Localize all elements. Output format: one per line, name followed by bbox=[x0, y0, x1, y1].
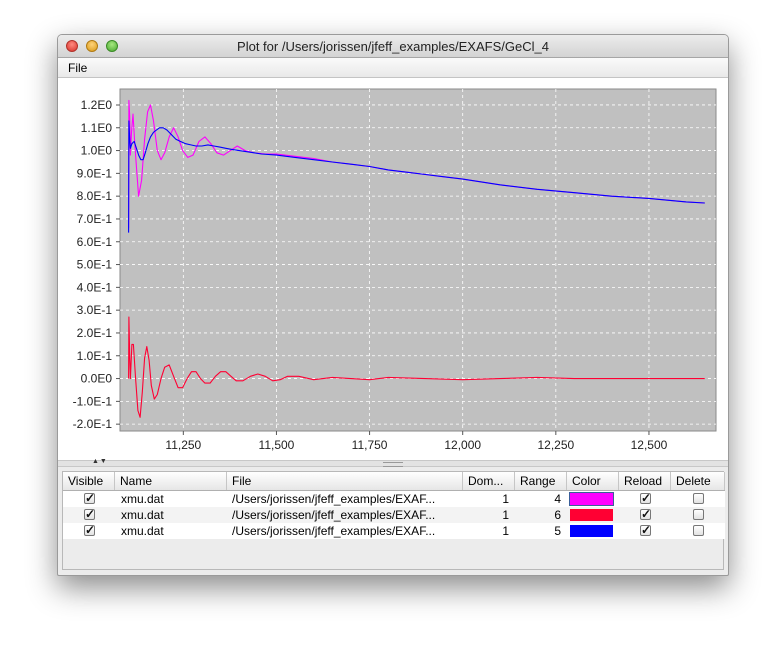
domain-cell: 1 bbox=[502, 492, 509, 506]
y-tick-label: 1.0E0 bbox=[81, 144, 113, 158]
y-tick-label: 9.0E-1 bbox=[77, 166, 113, 180]
column-header-domain[interactable]: Dom... bbox=[463, 472, 515, 490]
plot-window: Plot for /Users/jorissen/jfeff_examples/… bbox=[57, 34, 729, 576]
series-line-2 bbox=[128, 316, 705, 418]
y-tick-label: 6.0E-1 bbox=[77, 235, 113, 249]
y-tick-label: 8.0E-1 bbox=[77, 189, 113, 203]
split-pane-divider[interactable]: ▲▼ bbox=[58, 458, 728, 467]
y-tick-label: 1.1E0 bbox=[81, 121, 113, 135]
divider-grip-icon[interactable] bbox=[383, 462, 403, 467]
domain-cell: 1 bbox=[502, 508, 509, 522]
range-cell[interactable]: 5 bbox=[554, 524, 561, 538]
range-cell[interactable]: 6 bbox=[554, 508, 561, 522]
name-cell: xmu.dat bbox=[121, 508, 164, 522]
color-swatch[interactable] bbox=[570, 525, 613, 537]
menu-bar: File bbox=[58, 58, 728, 78]
y-tick-label: 5.0E-1 bbox=[77, 258, 113, 272]
x-tick-label: 11,250 bbox=[165, 438, 201, 452]
x-tick-label: 11,750 bbox=[352, 438, 388, 452]
visible-cell: ✓ bbox=[63, 491, 115, 507]
reload-cell: ✓ bbox=[619, 491, 671, 507]
y-tick-label: 0.0E0 bbox=[81, 372, 113, 386]
title-bar[interactable]: Plot for /Users/jorissen/jfeff_examples/… bbox=[58, 35, 728, 58]
file-cell: /Users/jorissen/jfeff_examples/EXAF... bbox=[232, 492, 436, 506]
close-window-button[interactable] bbox=[66, 40, 78, 52]
color-cell[interactable] bbox=[567, 523, 619, 539]
y-tick-label: -1.0E-1 bbox=[73, 394, 113, 408]
series-line-3 bbox=[128, 120, 705, 233]
column-header-reload[interactable]: Reload bbox=[619, 472, 671, 490]
y-tick-label: 3.0E-1 bbox=[77, 303, 113, 317]
visible-checkbox[interactable]: ✓ bbox=[84, 491, 96, 505]
xmu-chart[interactable]: 11,250 11,500 11,750 12,000 12,250 12,500 1.2E… bbox=[58, 78, 728, 460]
column-header-name[interactable]: Name bbox=[115, 472, 227, 490]
column-header-file[interactable]: File bbox=[227, 472, 463, 490]
reload-checkbox[interactable]: ✓ bbox=[640, 491, 652, 505]
y-tick-label: 4.0E-1 bbox=[77, 280, 113, 294]
delete-checkbox[interactable] bbox=[693, 525, 704, 536]
delete-cell bbox=[671, 523, 725, 539]
x-tick-label: 12,250 bbox=[537, 438, 574, 452]
table-row[interactable]: ✓ xmu.dat/Users/jorissen/jfeff_examples/E… bbox=[63, 491, 725, 507]
y-tick-label: 1.2E0 bbox=[81, 98, 113, 112]
y-tick-label: 2.0E-1 bbox=[77, 326, 113, 340]
color-swatch[interactable] bbox=[570, 509, 613, 521]
reload-checkbox[interactable]: ✓ bbox=[640, 507, 652, 521]
delete-checkbox[interactable] bbox=[693, 493, 704, 504]
visible-checkbox[interactable]: ✓ bbox=[84, 523, 96, 537]
delete-cell bbox=[671, 491, 725, 507]
visible-checkbox[interactable]: ✓ bbox=[84, 507, 96, 521]
divider-arrows-icon[interactable]: ▲▼ bbox=[92, 458, 108, 465]
y-tick-label: 7.0E-1 bbox=[77, 212, 113, 226]
file-cell: /Users/jorissen/jfeff_examples/EXAF... bbox=[232, 508, 436, 522]
plot-panel: 11,250 11,500 11,750 12,000 12,250 12,500 1.2E… bbox=[58, 78, 728, 460]
plot-area bbox=[119, 88, 717, 432]
color-cell[interactable] bbox=[567, 507, 619, 523]
delete-checkbox[interactable] bbox=[693, 509, 704, 520]
name-cell: xmu.dat bbox=[121, 492, 164, 506]
color-swatch[interactable] bbox=[569, 492, 614, 506]
table-row[interactable]: ✓ xmu.dat/Users/jorissen/jfeff_examples/E… bbox=[63, 523, 725, 539]
reload-cell: ✓ bbox=[619, 507, 671, 523]
column-header-range[interactable]: Range bbox=[515, 472, 567, 490]
visible-cell: ✓ bbox=[63, 523, 115, 539]
column-header-color[interactable]: Color bbox=[567, 472, 619, 490]
name-cell: xmu.dat bbox=[121, 524, 164, 538]
window-title: Plot for /Users/jorissen/jfeff_examples/… bbox=[237, 39, 549, 54]
table-header: Visible Name File Dom... Range Color Reload Del… bbox=[63, 472, 725, 491]
x-tick-label: 11,500 bbox=[259, 438, 295, 452]
delete-cell bbox=[671, 507, 725, 523]
file-cell: /Users/jorissen/jfeff_examples/EXAF... bbox=[232, 524, 436, 538]
reload-checkbox[interactable]: ✓ bbox=[640, 523, 652, 537]
reload-cell: ✓ bbox=[619, 523, 671, 539]
y-tick-label: 1.0E-1 bbox=[77, 349, 113, 363]
curves-table: Visible Name File Dom... Range Color Reload Del… bbox=[62, 471, 725, 570]
column-header-delete[interactable]: Delete bbox=[671, 472, 725, 490]
table-row[interactable]: ✓ xmu.dat/Users/jorissen/jfeff_examples/E… bbox=[63, 507, 725, 523]
x-tick-label: 12,000 bbox=[444, 438, 481, 452]
minimize-window-button[interactable] bbox=[86, 40, 98, 52]
range-cell[interactable]: 4 bbox=[554, 492, 561, 506]
color-cell[interactable] bbox=[567, 491, 619, 507]
visible-cell: ✓ bbox=[63, 507, 115, 523]
x-tick-label: 12,500 bbox=[631, 438, 668, 452]
zoom-window-button[interactable] bbox=[106, 40, 118, 52]
column-header-visible[interactable]: Visible bbox=[63, 472, 115, 490]
y-tick-label: -2.0E-1 bbox=[73, 417, 113, 431]
domain-cell: 1 bbox=[502, 524, 509, 538]
menu-file[interactable]: File bbox=[68, 61, 88, 75]
